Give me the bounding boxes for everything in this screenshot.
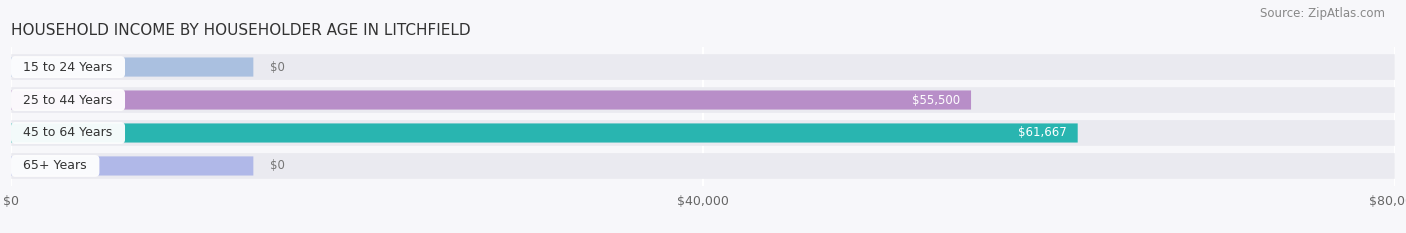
Text: 25 to 44 Years: 25 to 44 Years: [15, 93, 121, 106]
FancyBboxPatch shape: [11, 153, 1395, 179]
Text: $61,667: $61,667: [1018, 127, 1067, 140]
Text: 45 to 64 Years: 45 to 64 Years: [15, 127, 121, 140]
Text: $0: $0: [270, 159, 285, 172]
Text: $0: $0: [270, 61, 285, 74]
FancyBboxPatch shape: [11, 58, 253, 77]
FancyBboxPatch shape: [11, 54, 1395, 80]
FancyBboxPatch shape: [11, 87, 1395, 113]
Text: Source: ZipAtlas.com: Source: ZipAtlas.com: [1260, 7, 1385, 20]
FancyBboxPatch shape: [11, 90, 972, 110]
FancyBboxPatch shape: [11, 123, 1078, 143]
FancyBboxPatch shape: [11, 156, 253, 175]
Text: 65+ Years: 65+ Years: [15, 159, 96, 172]
Text: 15 to 24 Years: 15 to 24 Years: [15, 61, 121, 74]
Text: $55,500: $55,500: [912, 93, 960, 106]
FancyBboxPatch shape: [11, 120, 1395, 146]
Text: HOUSEHOLD INCOME BY HOUSEHOLDER AGE IN LITCHFIELD: HOUSEHOLD INCOME BY HOUSEHOLDER AGE IN L…: [11, 24, 471, 38]
